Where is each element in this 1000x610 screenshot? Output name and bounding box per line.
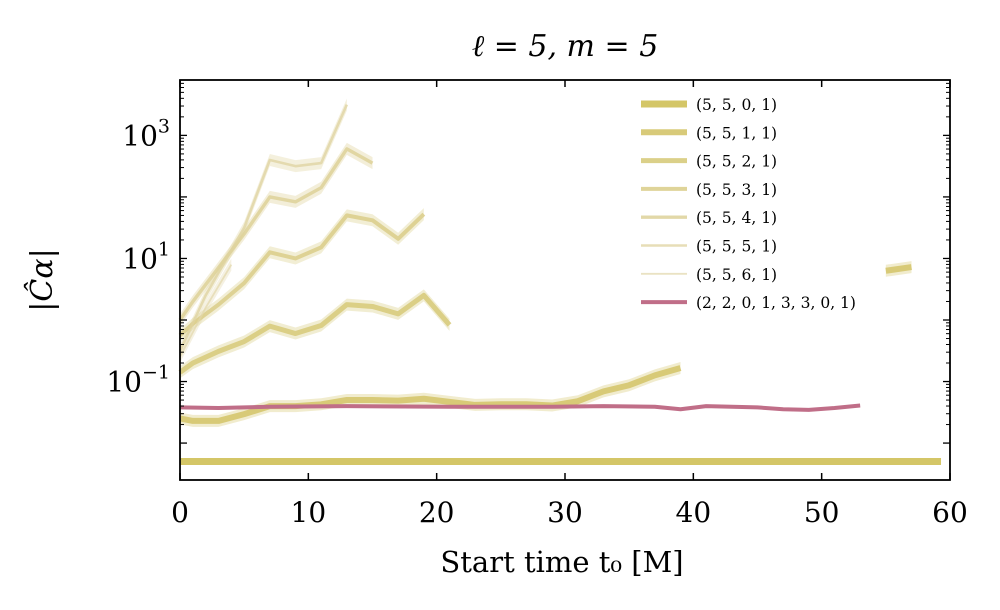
x-tick-label: 0 bbox=[171, 496, 189, 529]
x-tick-label: 60 bbox=[932, 496, 968, 529]
x-axis: 0 10 20 30 40 50 60 bbox=[171, 80, 968, 529]
series-line bbox=[178, 104, 349, 352]
y-tick-base: 10 bbox=[122, 119, 158, 152]
y-tick-exponent: 3 bbox=[158, 115, 170, 137]
legend-label: (5, 5, 6, 1) bbox=[696, 266, 777, 284]
x-tick-label: 20 bbox=[419, 496, 455, 529]
y-tick-label: 10−1 bbox=[106, 362, 170, 399]
legend-label: (5, 5, 2, 1) bbox=[696, 153, 777, 171]
legend: (5, 5, 0, 1) (5, 5, 1, 1) (5, 5, 2, 1) (5, … bbox=[641, 96, 856, 312]
legend-label: (5, 5, 4, 1) bbox=[696, 209, 777, 227]
series-line bbox=[179, 365, 682, 424]
plot-lines bbox=[178, 104, 942, 466]
series-line bbox=[178, 212, 426, 337]
series-line bbox=[178, 147, 374, 321]
series-line bbox=[179, 403, 861, 412]
series-line bbox=[885, 264, 912, 274]
series-band bbox=[180, 98, 347, 357]
legend-label: (5, 5, 1, 1) bbox=[696, 124, 777, 142]
y-tick-exponent: −1 bbox=[142, 362, 170, 384]
chart-title: ℓ = 5, m = 5 bbox=[472, 29, 659, 64]
x-tick-label: 50 bbox=[804, 496, 840, 529]
legend-label: (5, 5, 5, 1) bbox=[696, 238, 777, 256]
y-axis-label: |Ĉα| bbox=[24, 248, 60, 311]
series-line bbox=[178, 292, 452, 375]
series-band bbox=[180, 142, 373, 326]
legend-label: (5, 5, 0, 1) bbox=[696, 96, 777, 114]
x-tick-label: 10 bbox=[291, 496, 327, 529]
series-band bbox=[180, 362, 681, 427]
legend-label: (2, 2, 0, 1, 3, 3, 0, 1) bbox=[696, 294, 856, 312]
series-line bbox=[179, 264, 233, 358]
x-tick-label: 40 bbox=[676, 496, 712, 529]
y-tick-exponent: 1 bbox=[158, 238, 170, 260]
x-tick-label: 30 bbox=[547, 496, 583, 529]
uncertainty-bands bbox=[180, 98, 912, 427]
x-axis-label: Start time t₀ [M] bbox=[440, 545, 683, 579]
y-tick-base: 10 bbox=[122, 242, 158, 275]
legend-label: (5, 5, 3, 1) bbox=[696, 181, 777, 199]
y-tick-label: 101 bbox=[122, 238, 170, 275]
y-tick-base: 10 bbox=[106, 366, 142, 399]
y-tick-label: 103 bbox=[122, 115, 170, 152]
plot-frame bbox=[179, 79, 951, 481]
